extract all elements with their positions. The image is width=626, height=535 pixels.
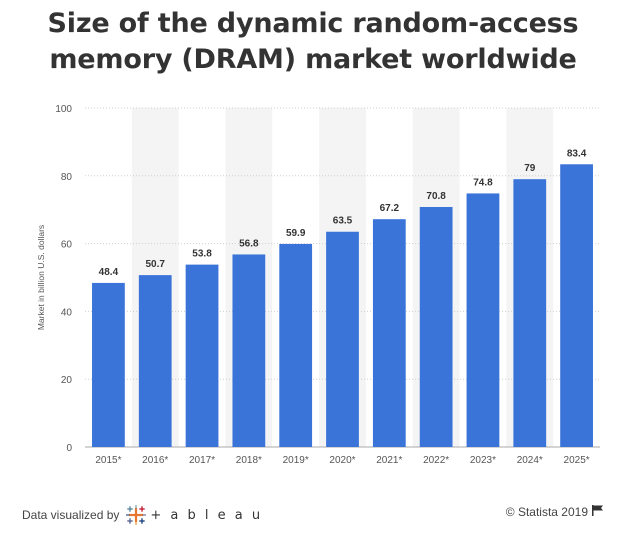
chart-title: Size of the dynamic random-access memory… (0, 6, 626, 78)
bar (185, 264, 219, 447)
x-tick-label: 2022* (423, 455, 449, 466)
y-axis-label: Market in billion U.S. dollars (36, 225, 46, 330)
flag-icon[interactable] (592, 505, 604, 519)
y-tick-label: 60 (61, 240, 73, 251)
data-label: 48.4 (99, 267, 119, 278)
bar (419, 206, 453, 447)
copyright-text: © Statista 2019 (505, 505, 588, 519)
data-label: 70.8 (426, 191, 446, 202)
chart-title-line-1: Size of the dynamic random-access (47, 8, 579, 39)
bar (92, 282, 125, 447)
x-tick-label: 2018* (236, 455, 262, 466)
x-tick-label: 2016* (142, 455, 168, 466)
tableau-credit[interactable]: Data visualized by + a b l e a u (22, 505, 263, 525)
bar (513, 179, 547, 447)
x-tick-label: 2020* (329, 455, 355, 466)
bar (279, 243, 313, 447)
y-tick-label: 40 (61, 307, 73, 318)
bar (560, 164, 593, 448)
bar (326, 231, 359, 447)
data-label: 50.7 (145, 259, 165, 270)
data-visualized-by-label: Data visualized by (22, 508, 120, 522)
x-tick-label: 2024* (517, 455, 543, 466)
x-tick-label: 2019* (283, 455, 309, 466)
bar (466, 193, 500, 447)
data-label: 79 (524, 163, 536, 174)
tableau-wordmark: + a b l e a u (150, 507, 263, 523)
x-tick-label: 2015* (95, 455, 121, 466)
data-label: 53.8 (192, 249, 212, 260)
bar (232, 254, 266, 447)
data-label: 56.8 (239, 238, 259, 249)
y-tick-label: 100 (55, 104, 72, 115)
data-label: 59.9 (286, 228, 306, 239)
y-tick-label: 0 (66, 443, 72, 454)
data-label: 63.5 (333, 216, 353, 227)
data-label: 74.8 (473, 177, 493, 188)
x-tick-label: 2021* (376, 455, 402, 466)
data-label: 67.2 (380, 203, 400, 214)
chart-title-line-2: memory (DRAM) market worldwide (49, 44, 577, 75)
x-tick-label: 2025* (564, 455, 590, 466)
data-label: 83.4 (567, 148, 587, 159)
statista-credit[interactable]: © Statista 2019 (506, 505, 604, 519)
x-tick-label: 2023* (470, 455, 496, 466)
bar (372, 219, 406, 447)
x-tick-label: 2017* (189, 455, 215, 466)
bar (138, 275, 172, 447)
tableau-cross-logo-icon (126, 505, 147, 525)
y-tick-label: 20 (61, 375, 73, 386)
y-tick-label: 80 (61, 172, 73, 183)
